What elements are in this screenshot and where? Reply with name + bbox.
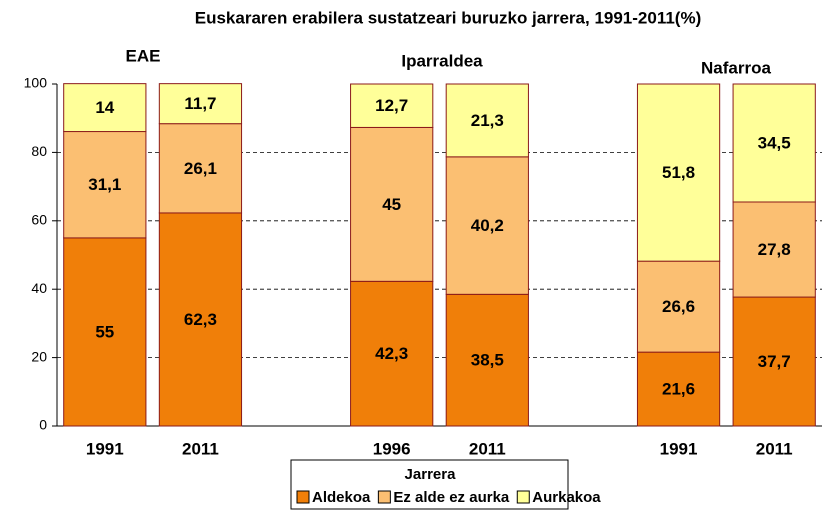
x-tick-label: 2011 — [182, 439, 219, 458]
bar-segment — [636, 260, 721, 353]
chart-title: Euskararen erabilera sustatzeari buruzko… — [195, 8, 702, 27]
data-label: 42,3 — [375, 344, 408, 363]
data-label: 12,7 — [375, 96, 408, 115]
x-tick-label: 1991 — [86, 439, 124, 458]
x-tick-label: 2011 — [756, 439, 793, 458]
data-label: 40,2 — [471, 216, 504, 235]
legend-swatch — [377, 490, 391, 504]
legend-swatch — [516, 490, 530, 504]
bar-segment — [350, 280, 434, 427]
y-tick-label: 100 — [24, 75, 48, 91]
data-label: 26,1 — [184, 159, 217, 178]
x-tick-label: 1996 — [373, 439, 411, 458]
bar-segment — [63, 237, 147, 427]
legend-title: Jarrera — [405, 466, 457, 483]
group-label: Nafarroa — [701, 58, 771, 77]
group-label: Iparraldea — [401, 51, 483, 70]
bar-segment — [732, 296, 816, 427]
data-label: 31,1 — [88, 175, 121, 194]
bar-segment — [63, 131, 147, 239]
legend-swatch — [296, 490, 310, 504]
legend-label: Ez alde ez aurka — [393, 489, 510, 506]
bar-segment — [445, 293, 529, 427]
data-label: 51,8 — [662, 163, 695, 182]
y-tick-label: 20 — [31, 348, 47, 364]
data-label: 62,3 — [184, 310, 217, 329]
data-label: 21,6 — [662, 380, 695, 399]
x-tick-label: 2011 — [469, 439, 506, 458]
y-tick-label: 40 — [31, 280, 47, 296]
bar-segment — [158, 212, 243, 427]
data-label: 45 — [382, 195, 401, 214]
data-label: 26,6 — [662, 297, 695, 316]
bar-segment — [350, 83, 434, 128]
bar-segment — [158, 83, 243, 125]
bar-segment — [636, 351, 721, 427]
data-label: 11,7 — [184, 94, 216, 113]
data-label: 38,5 — [471, 351, 504, 370]
bar-segment — [158, 123, 243, 214]
group-label: EAE — [126, 46, 161, 65]
data-label: 55 — [95, 322, 114, 341]
data-label: 34,5 — [758, 133, 791, 152]
y-tick-label: 80 — [31, 143, 47, 159]
bar-segment — [63, 83, 147, 133]
legend-label: Aurkakoa — [532, 489, 601, 506]
y-tick-label: 60 — [31, 212, 47, 228]
bar-segment — [732, 201, 816, 298]
bar-segment — [445, 156, 529, 295]
data-label: 21,3 — [471, 111, 504, 130]
y-tick-label: 0 — [39, 417, 47, 433]
bar-segment — [445, 83, 529, 158]
data-label: 14 — [95, 98, 114, 117]
data-label: 37,7 — [758, 352, 791, 371]
bar-segment — [732, 83, 816, 203]
legend-label: Aldekoa — [312, 489, 371, 506]
bar-segment — [636, 83, 721, 262]
data-label: 27,8 — [758, 240, 791, 259]
x-tick-label: 1991 — [660, 439, 698, 458]
